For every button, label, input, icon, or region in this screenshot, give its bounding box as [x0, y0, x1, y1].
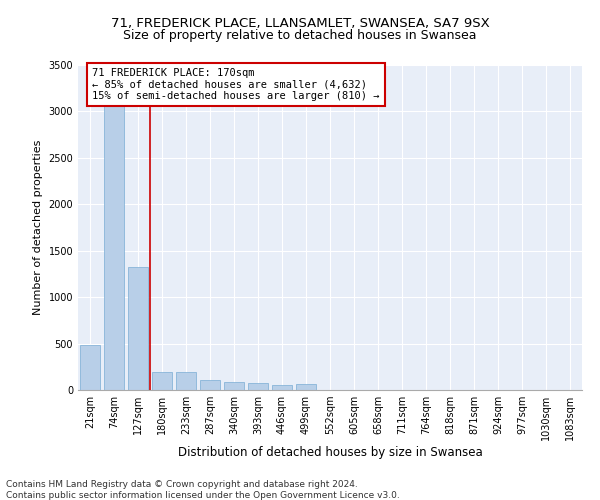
Bar: [296, 384, 316, 390]
Text: 71 FREDERICK PLACE: 170sqm
← 85% of detached houses are smaller (4,632)
15% of s: 71 FREDERICK PLACE: 170sqm ← 85% of deta…: [92, 68, 379, 101]
Y-axis label: Number of detached properties: Number of detached properties: [33, 140, 43, 315]
Bar: [176, 372, 196, 390]
Bar: [152, 372, 172, 390]
X-axis label: Distribution of detached houses by size in Swansea: Distribution of detached houses by size …: [178, 446, 482, 458]
Bar: [224, 382, 244, 390]
Bar: [200, 380, 220, 390]
Bar: [248, 383, 268, 390]
Bar: [104, 88, 124, 390]
Text: Contains HM Land Registry data © Crown copyright and database right 2024.
Contai: Contains HM Land Registry data © Crown c…: [6, 480, 400, 500]
Text: Size of property relative to detached houses in Swansea: Size of property relative to detached ho…: [123, 29, 477, 42]
Bar: [128, 266, 148, 390]
Bar: [272, 385, 292, 390]
Bar: [80, 346, 100, 390]
Text: 71, FREDERICK PLACE, LLANSAMLET, SWANSEA, SA7 9SX: 71, FREDERICK PLACE, LLANSAMLET, SWANSEA…: [110, 18, 490, 30]
